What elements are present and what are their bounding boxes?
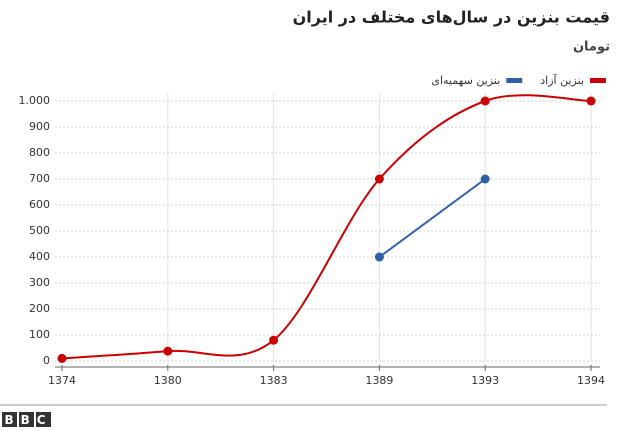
series-line [378, 178, 486, 258]
y-tick-label: 700 [29, 172, 50, 185]
legend-swatch [590, 78, 606, 83]
legend-swatch [506, 78, 523, 83]
data-point [480, 174, 490, 184]
data-point [480, 96, 490, 106]
y-tick-label: 100 [29, 328, 50, 341]
data-point [374, 174, 384, 184]
x-tick-label: 1383 [260, 374, 288, 387]
data-point [374, 252, 384, 262]
y-tick-label: 300 [29, 276, 50, 289]
x-tick-label: 1374 [48, 374, 76, 387]
y-tick-label: 1.000 [19, 94, 51, 107]
legend-label: بنزین سهمیه‌ای [431, 74, 500, 87]
x-tick-label: 1380 [154, 374, 182, 387]
series-line [61, 94, 592, 360]
data-point [57, 353, 67, 363]
x-tick-label: 1394 [577, 374, 605, 387]
data-point [163, 346, 173, 356]
y-tick-label: 0 [43, 354, 50, 367]
y-tick-label: 400 [29, 250, 50, 263]
logo-text: BBC [5, 413, 53, 427]
data-point [586, 96, 596, 106]
y-tick-label: 800 [29, 146, 50, 159]
data-point [269, 335, 279, 345]
y-tick-label: 900 [29, 120, 50, 133]
y-tick-label: 500 [29, 224, 50, 237]
chart-title: قیمت بنزین در سال‌های مختلف در ایران [293, 8, 610, 27]
chart-subtitle: تومان [573, 40, 610, 55]
logo: BBC [2, 412, 53, 427]
y-tick-label: 200 [29, 302, 50, 315]
x-tick-label: 1389 [365, 374, 393, 387]
y-tick-label: 600 [29, 198, 50, 211]
legend-label: بنزین آزاد [540, 73, 584, 87]
x-tick-label: 1393 [471, 374, 499, 387]
